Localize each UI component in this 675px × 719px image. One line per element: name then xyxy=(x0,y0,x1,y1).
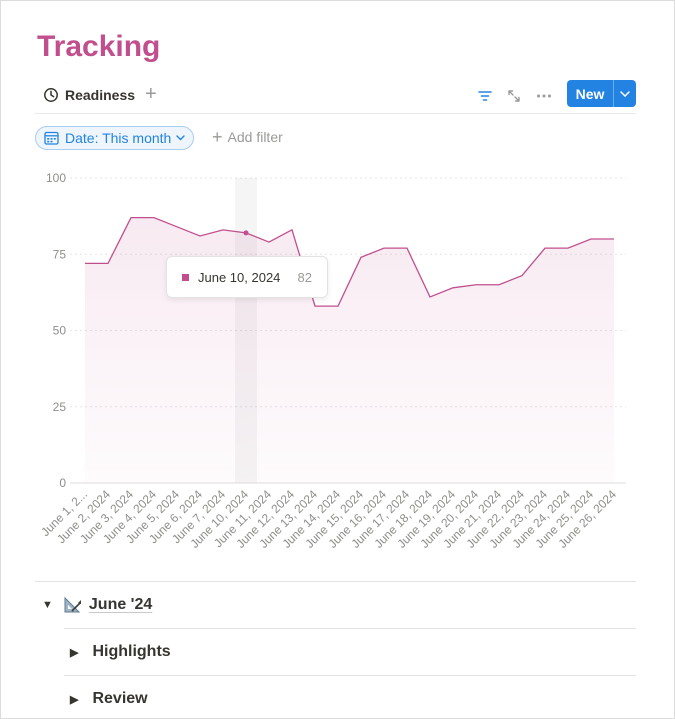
section-title: Review xyxy=(92,690,148,707)
new-button-divider xyxy=(613,80,614,107)
tooltip-value: 82 xyxy=(297,269,312,285)
view-tabs-bar: Readiness + New xyxy=(35,80,636,114)
series-area xyxy=(85,217,614,483)
caret-right-icon[interactable]: ▶ xyxy=(70,693,79,706)
add-filter-label: Add filter xyxy=(227,129,283,145)
page-title: Tracking xyxy=(37,30,161,63)
caret-down-icon[interactable]: ▼ xyxy=(42,599,53,611)
chevron-down-icon[interactable] xyxy=(614,90,636,97)
y-tick-label: 75 xyxy=(53,247,67,261)
tab-readiness[interactable]: Readiness xyxy=(43,84,135,106)
toggle-month[interactable]: ▼ June '24 xyxy=(42,596,152,614)
add-filter-button[interactable]: + Add filter xyxy=(212,128,283,146)
tab-label: Readiness xyxy=(65,87,136,103)
clock-icon xyxy=(44,88,58,102)
filter-icon[interactable] xyxy=(474,85,496,107)
series-line xyxy=(85,217,614,307)
section-divider xyxy=(64,675,636,676)
toggle-highlights[interactable]: ▶ Highlights xyxy=(70,643,171,661)
expand-icon[interactable] xyxy=(503,85,525,107)
date-filter-label: Date: This month xyxy=(65,130,172,146)
y-tick-label: 0 xyxy=(59,476,66,490)
toggle-review[interactable]: ▶ Review xyxy=(70,690,148,708)
section-divider xyxy=(64,628,636,629)
plus-icon: + xyxy=(212,127,223,147)
series-swatch xyxy=(182,273,189,281)
chart-tooltip: June 10, 2024 82 xyxy=(166,256,328,298)
calendar-icon xyxy=(44,131,59,145)
y-tick-label: 25 xyxy=(53,400,67,414)
date-filter-chip[interactable]: Date: This month xyxy=(35,126,195,150)
new-button[interactable]: New xyxy=(567,80,636,107)
caret-right-icon[interactable]: ▶ xyxy=(70,646,79,659)
more-options-icon[interactable] xyxy=(533,85,555,107)
triangle-ruler-icon xyxy=(64,596,81,613)
section-title: Highlights xyxy=(92,643,171,660)
y-tick-label: 100 xyxy=(46,171,66,185)
tooltip-date: June 10, 2024 xyxy=(198,269,281,285)
section-title[interactable]: June '24 xyxy=(88,596,153,613)
section-divider xyxy=(35,581,636,582)
new-button-label: New xyxy=(575,85,605,102)
chevron-down-icon xyxy=(176,135,186,141)
y-tick-label: 50 xyxy=(53,324,67,338)
data-point xyxy=(243,230,249,236)
add-view-icon[interactable]: + xyxy=(145,83,157,105)
